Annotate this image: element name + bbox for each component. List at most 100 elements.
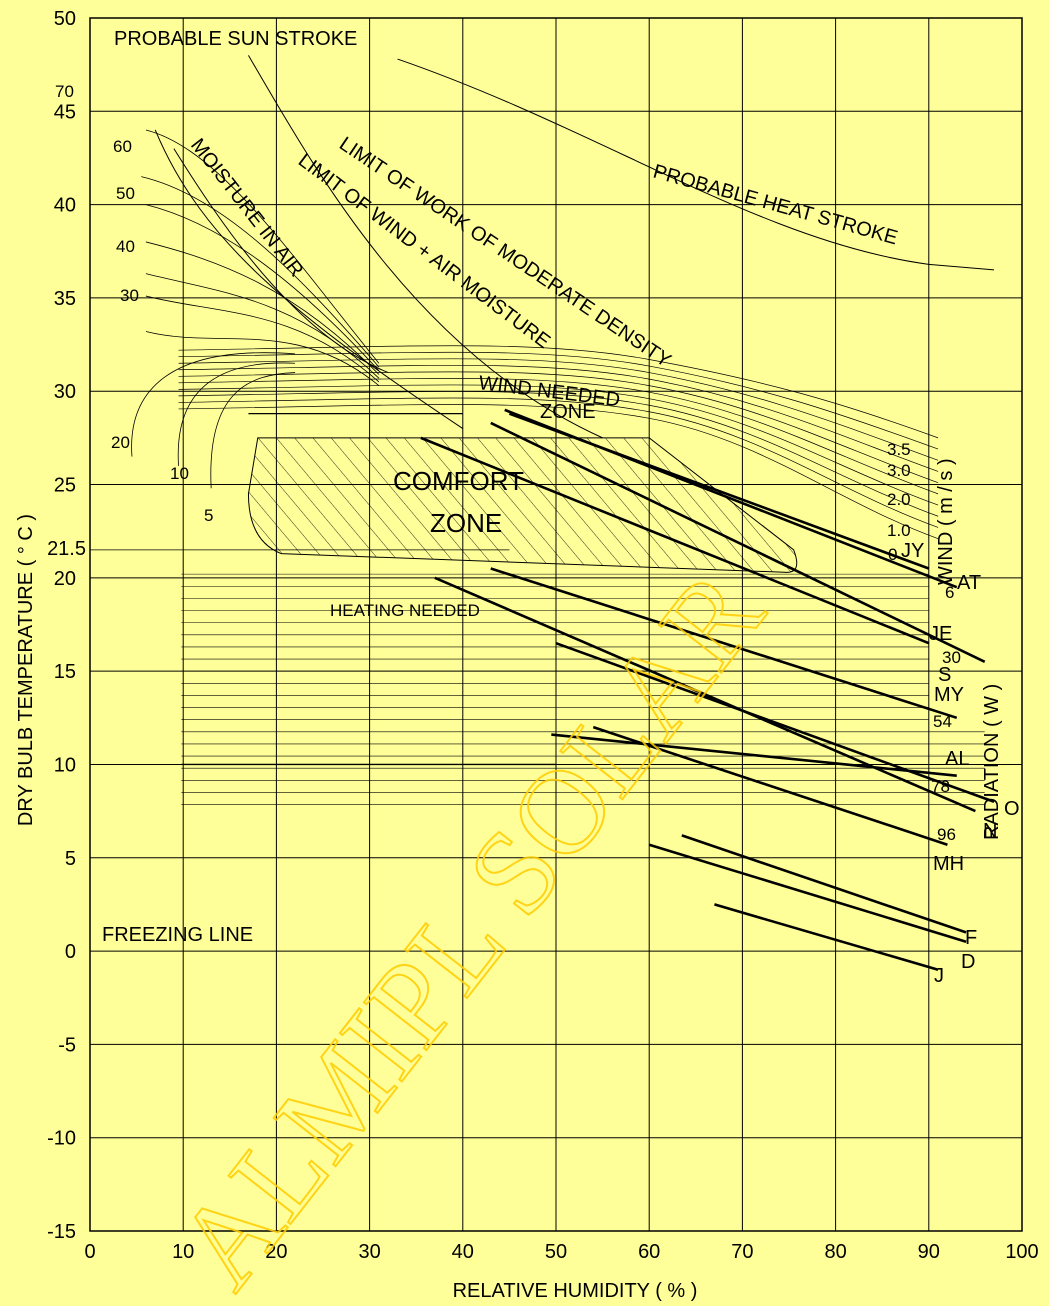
- radiation-value-label: 54: [933, 712, 952, 731]
- moisture-curve: [145, 295, 380, 383]
- month-label-jy: JY: [901, 540, 924, 562]
- heating-needed-label: HEATING NEEDED: [330, 601, 480, 620]
- moisture-curve: [145, 204, 380, 371]
- y-axis-label: DRY BULB TEMPERATURE ( ° C ): [15, 514, 37, 826]
- moisture-value-label: 5: [204, 506, 213, 525]
- series-line-my: [551, 733, 957, 777]
- wind-band-curve: [178, 371, 939, 484]
- moisture-curve: [141, 176, 380, 368]
- freezing-line-label: FREEZING LINE: [102, 924, 253, 946]
- wind-value-label: 1.0: [887, 521, 911, 540]
- y-tick-label: 50: [54, 8, 76, 30]
- wind-band-curve: [178, 351, 939, 450]
- wind-band-curve: [178, 358, 939, 461]
- comfort-zone-label: ZONE: [430, 508, 502, 538]
- moisture-value-label: 50: [116, 184, 135, 203]
- y-tick-label: -5: [58, 1034, 76, 1056]
- y-tick-label: 5: [65, 848, 76, 870]
- moisture-value-label: 10: [170, 464, 189, 483]
- labels: 0 10 20 30 40 50 60 70 80 90 100-15-10-50510152025…: [47, 8, 1039, 1263]
- comfort-label: COMFORT: [393, 466, 524, 496]
- moisture-curve-a: [154, 129, 464, 429]
- radiation-value-label: 6: [945, 583, 954, 602]
- x-tick-label: 60: [638, 1241, 660, 1263]
- y-tick-label: 10: [54, 754, 76, 776]
- x-tick-label: 40: [452, 1241, 474, 1263]
- month-label-o: O: [1004, 798, 1020, 820]
- moisture-value-label: 70: [55, 82, 74, 101]
- month-label-s: S: [938, 664, 951, 686]
- x-tick-label: 30: [358, 1241, 380, 1263]
- month-label-n: N: [983, 820, 997, 842]
- moisture-value-label: 20: [111, 433, 130, 452]
- wind-band-curve: [178, 364, 939, 472]
- radiation-value-label: 78: [931, 777, 950, 796]
- y-tick-label: 0: [65, 941, 76, 963]
- wind-band-curve: [178, 384, 939, 506]
- y-tick-label: 35: [54, 288, 76, 310]
- moisture-curve: [145, 241, 380, 375]
- x-tick-label: 10: [172, 1241, 194, 1263]
- month-label-je: JE: [929, 623, 952, 645]
- series-line-s: [420, 436, 930, 645]
- x-tick-label: 0: [84, 1241, 95, 1263]
- wind-axis-label: WIND ( m / s ): [935, 458, 957, 585]
- moisture-curve-low: [131, 352, 296, 457]
- wind-band-curve: [178, 391, 939, 517]
- moisture-curve-low: [177, 362, 296, 466]
- x-tick-label: 80: [824, 1241, 846, 1263]
- y-tick-label: -10: [47, 1128, 76, 1150]
- x-tick-label: 100: [1005, 1241, 1038, 1263]
- series-line-o: [490, 421, 986, 663]
- y-tick-label: 20: [54, 568, 76, 590]
- wind-value-label: 0: [888, 545, 897, 564]
- series-line-j: [714, 903, 939, 971]
- moisture-curve-b: [173, 148, 389, 374]
- series-line-d: [508, 412, 930, 570]
- moisture-value-label: 60: [113, 137, 132, 156]
- x-tick-label: 90: [918, 1241, 940, 1263]
- moisture-value-label: 30: [120, 286, 139, 305]
- series-line-al: [592, 725, 948, 846]
- work-limit-curve: [248, 55, 603, 439]
- series-line-jy: [434, 576, 976, 813]
- wind-band-curve: [178, 397, 939, 528]
- wind-needed-zone-label: ZONE: [540, 401, 596, 423]
- y-tick-label: 15: [54, 661, 76, 683]
- radiation-value-label: 96: [937, 825, 956, 844]
- comfort-zone: [247, 437, 798, 573]
- x-tick-label: 70: [731, 1241, 753, 1263]
- month-label-al: AL: [945, 748, 969, 770]
- wind-band-curve: [178, 345, 939, 439]
- y-tick-label: -15: [47, 1221, 76, 1243]
- x-tick-label: 20: [265, 1241, 287, 1263]
- month-label-j: J: [934, 965, 944, 987]
- month-label-d: D: [961, 951, 975, 973]
- wind-value-label: 2.0: [887, 490, 911, 509]
- moisture-curve: [145, 273, 380, 379]
- work-limit-label: LIMIT OF WORK OF MODERATE DENSITY: [335, 133, 675, 372]
- wind-value-label: 3.0: [887, 461, 911, 480]
- radiation-axis-label: RADIATION ( W ): [981, 684, 1003, 840]
- series-line-f: [681, 834, 967, 934]
- wind-band-curve: [178, 404, 939, 539]
- moisture-value-label: 40: [116, 237, 135, 256]
- y-extra-tick-label: 21.5: [47, 538, 86, 560]
- series-line-at: [490, 567, 958, 720]
- wind-band-curve: [178, 378, 939, 495]
- climate-curves: [131, 55, 995, 805]
- y-tick-label: 45: [54, 101, 76, 123]
- radiation-value-label: 30: [942, 648, 961, 667]
- y-tick-label: 30: [54, 381, 76, 403]
- month-label-my: MY: [934, 684, 964, 706]
- sun-stroke-label: PROBABLE SUN STROKE: [114, 28, 357, 50]
- month-label-mh: MH: [933, 853, 964, 875]
- moisture-curve: [145, 129, 380, 364]
- x-tick-label: 50: [545, 1241, 567, 1263]
- wind-value-label: 3.5: [887, 440, 911, 459]
- y-tick-label: 25: [54, 475, 76, 497]
- month-lines: [420, 408, 995, 971]
- month-label-f: F: [965, 927, 977, 949]
- series-line-mh: [648, 843, 967, 943]
